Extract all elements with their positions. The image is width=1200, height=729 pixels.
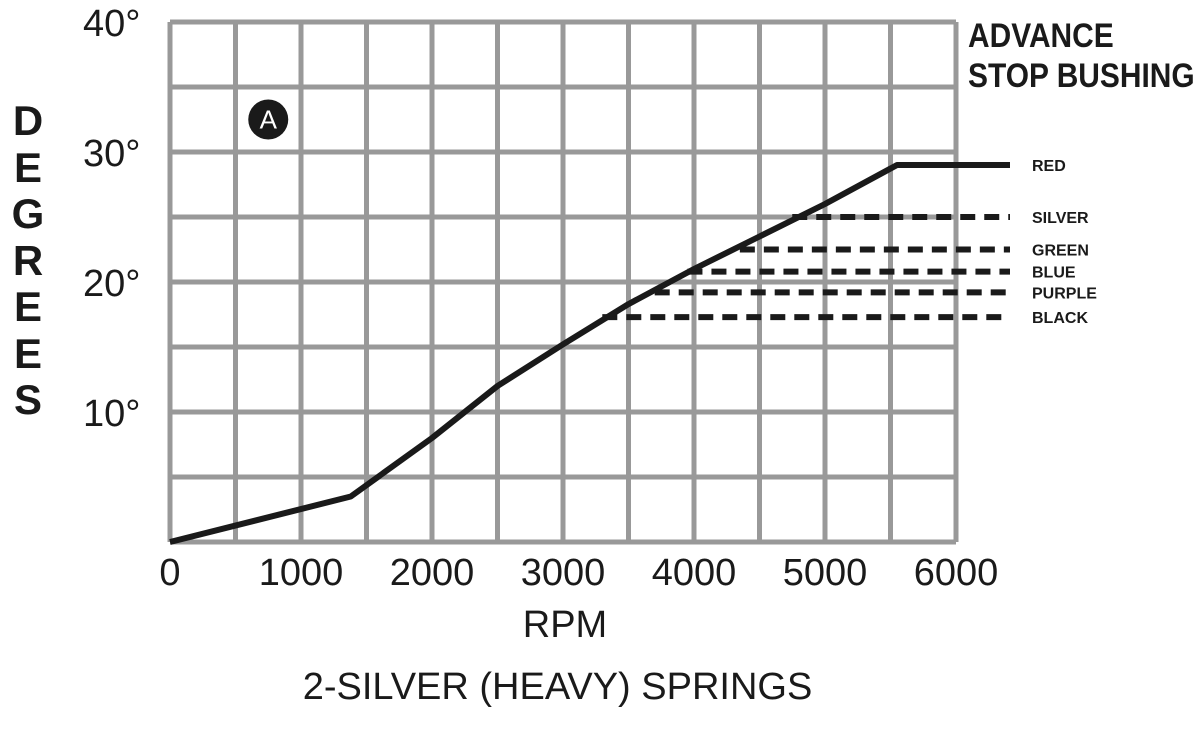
y-axis-label-letter: E <box>13 283 42 330</box>
x-tick-label: 6000 <box>914 552 999 594</box>
x-tick-label: 1000 <box>259 552 344 594</box>
legend-label-green: GREEN <box>1032 243 1089 260</box>
y-axis-label-letter: E <box>13 143 42 191</box>
chart-title-line-2: STOP BUSHING <box>968 57 1195 95</box>
y-axis-label-letter: G <box>11 190 45 237</box>
x-tick-label: 5000 <box>783 552 868 594</box>
chart-title-line-1: ADVANCE <box>968 17 1114 55</box>
y-tick-label: 40° <box>83 3 140 45</box>
legend-label-purple: PURPLE <box>1032 285 1097 302</box>
x-tick-label: 4000 <box>652 552 737 594</box>
legend-label-red: RED <box>1032 158 1066 175</box>
chart-title: ADVANCE STOP BUSHING <box>968 16 1195 96</box>
legend-label-black: BLACK <box>1032 310 1088 327</box>
y-axis-label-letter: D <box>12 97 44 144</box>
x-tick-label: 2000 <box>390 552 475 594</box>
x-axis-label: RPM <box>522 604 608 646</box>
marker-a-badge <box>248 99 289 140</box>
y-axis-label-letter: E <box>13 329 42 377</box>
y-axis-label-letter: R <box>12 236 44 284</box>
advance-curve <box>169 162 1010 545</box>
legend-label-blue: BLUE <box>1032 265 1076 282</box>
legend-label-silver: SILVER <box>1032 210 1089 227</box>
marker-a-label: A <box>260 105 278 135</box>
y-tick-label: 30° <box>83 133 140 175</box>
x-tick-label: 0 <box>159 552 180 594</box>
chart-caption: 2-SILVER (HEAVY) SPRINGS <box>302 666 813 708</box>
y-tick-label: 10° <box>83 393 140 435</box>
x-tick-label: 3000 <box>521 552 606 594</box>
y-axis-label-letter: S <box>13 376 42 423</box>
y-tick-label: 20° <box>83 263 140 305</box>
